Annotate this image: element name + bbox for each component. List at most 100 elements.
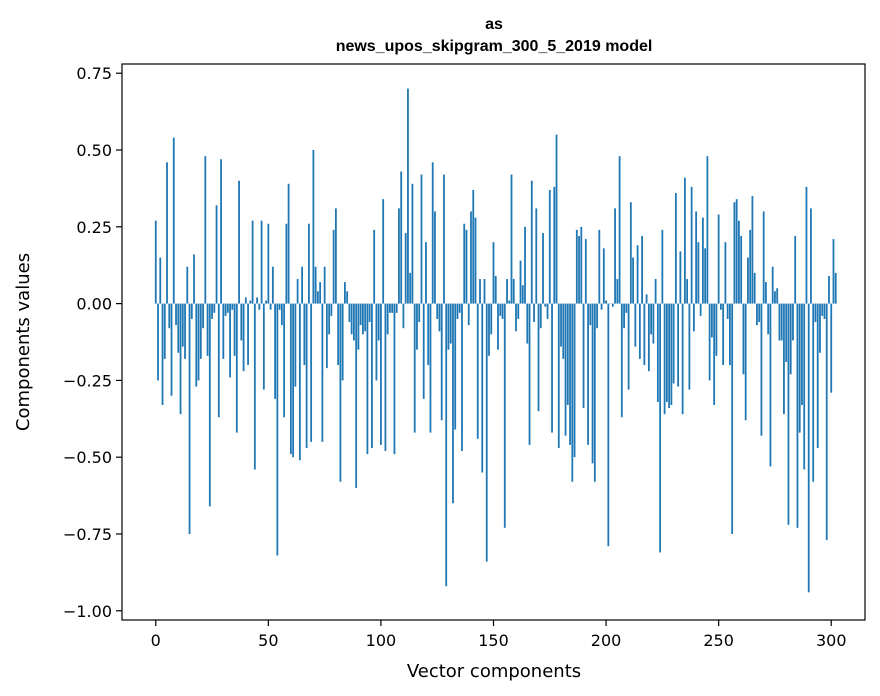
bar bbox=[319, 282, 322, 304]
bar bbox=[551, 303, 553, 433]
bar bbox=[366, 303, 369, 455]
bar bbox=[285, 223, 288, 304]
bar bbox=[571, 303, 574, 482]
bar bbox=[517, 303, 520, 319]
bar bbox=[303, 303, 306, 366]
bar bbox=[645, 294, 648, 304]
bar bbox=[825, 303, 828, 541]
bar bbox=[274, 303, 276, 399]
bar bbox=[771, 266, 774, 304]
bar bbox=[706, 156, 709, 304]
bar bbox=[215, 205, 218, 304]
bar bbox=[501, 303, 504, 319]
bar bbox=[276, 303, 279, 556]
bar bbox=[168, 303, 171, 329]
bar bbox=[638, 303, 641, 359]
bar bbox=[416, 303, 418, 350]
bar bbox=[411, 183, 414, 304]
bar bbox=[443, 174, 445, 304]
bar bbox=[204, 156, 207, 304]
bar bbox=[172, 137, 175, 304]
bar bbox=[661, 229, 664, 304]
bar bbox=[584, 239, 587, 304]
bar bbox=[758, 303, 761, 323]
bar bbox=[524, 226, 526, 304]
bar bbox=[596, 303, 598, 329]
bar bbox=[776, 288, 779, 304]
bar bbox=[557, 303, 560, 448]
bar bbox=[413, 303, 416, 433]
bar bbox=[244, 297, 247, 304]
bar bbox=[159, 257, 162, 304]
bar bbox=[166, 162, 168, 304]
bar bbox=[380, 303, 382, 445]
bar bbox=[386, 303, 389, 335]
bar bbox=[476, 303, 479, 439]
bar bbox=[620, 303, 623, 418]
bar bbox=[789, 303, 792, 375]
bar bbox=[269, 303, 272, 310]
bar bbox=[199, 303, 202, 359]
bar bbox=[807, 303, 810, 593]
bar bbox=[154, 220, 157, 304]
bar bbox=[731, 303, 734, 534]
bar bbox=[409, 272, 412, 304]
bar bbox=[193, 254, 195, 304]
bar bbox=[625, 303, 628, 313]
bar bbox=[449, 303, 452, 344]
bar bbox=[296, 279, 299, 304]
bar bbox=[677, 303, 680, 387]
bar bbox=[402, 303, 405, 329]
bar bbox=[760, 303, 763, 436]
bar bbox=[652, 303, 655, 344]
bar bbox=[307, 223, 310, 304]
bar bbox=[506, 279, 508, 304]
bar bbox=[422, 303, 425, 399]
bar bbox=[589, 303, 592, 326]
bar bbox=[337, 303, 340, 366]
bar bbox=[157, 303, 159, 381]
bar bbox=[821, 303, 824, 316]
bar bbox=[404, 232, 407, 304]
bar bbox=[627, 303, 630, 390]
bar bbox=[605, 300, 607, 304]
bar bbox=[371, 303, 373, 448]
bar bbox=[438, 303, 441, 332]
bar bbox=[636, 245, 639, 304]
bar bbox=[289, 303, 292, 455]
bar bbox=[389, 303, 391, 313]
bar bbox=[724, 242, 727, 304]
bar bbox=[398, 208, 400, 304]
bar bbox=[256, 297, 258, 304]
bar bbox=[546, 303, 549, 319]
bar bbox=[544, 303, 547, 307]
bar bbox=[494, 275, 497, 304]
bar bbox=[298, 303, 301, 461]
bar bbox=[314, 266, 317, 304]
bar bbox=[341, 303, 344, 381]
bar bbox=[704, 248, 707, 304]
bar bbox=[769, 303, 772, 467]
bar bbox=[679, 251, 682, 304]
bar bbox=[780, 303, 783, 341]
bar bbox=[672, 303, 675, 384]
bar bbox=[454, 303, 457, 430]
bar bbox=[195, 303, 198, 387]
bar bbox=[499, 303, 502, 316]
bar bbox=[566, 303, 569, 405]
bar bbox=[582, 303, 585, 409]
bar bbox=[670, 303, 673, 405]
bar bbox=[747, 257, 749, 304]
bar bbox=[654, 279, 657, 304]
bar bbox=[803, 303, 806, 470]
y-axis-ticks: 0.75 0.50 0.25 0.00 −0.25 −0.50 −0.75 −1.00 bbox=[63, 64, 122, 621]
bar bbox=[348, 303, 351, 323]
bar bbox=[580, 226, 583, 304]
bar bbox=[708, 303, 711, 381]
bar bbox=[663, 303, 666, 415]
bar bbox=[740, 236, 743, 304]
bar bbox=[488, 303, 490, 356]
bar bbox=[456, 303, 459, 319]
bar bbox=[632, 257, 634, 304]
x-axis-label: Vector components bbox=[407, 661, 581, 682]
